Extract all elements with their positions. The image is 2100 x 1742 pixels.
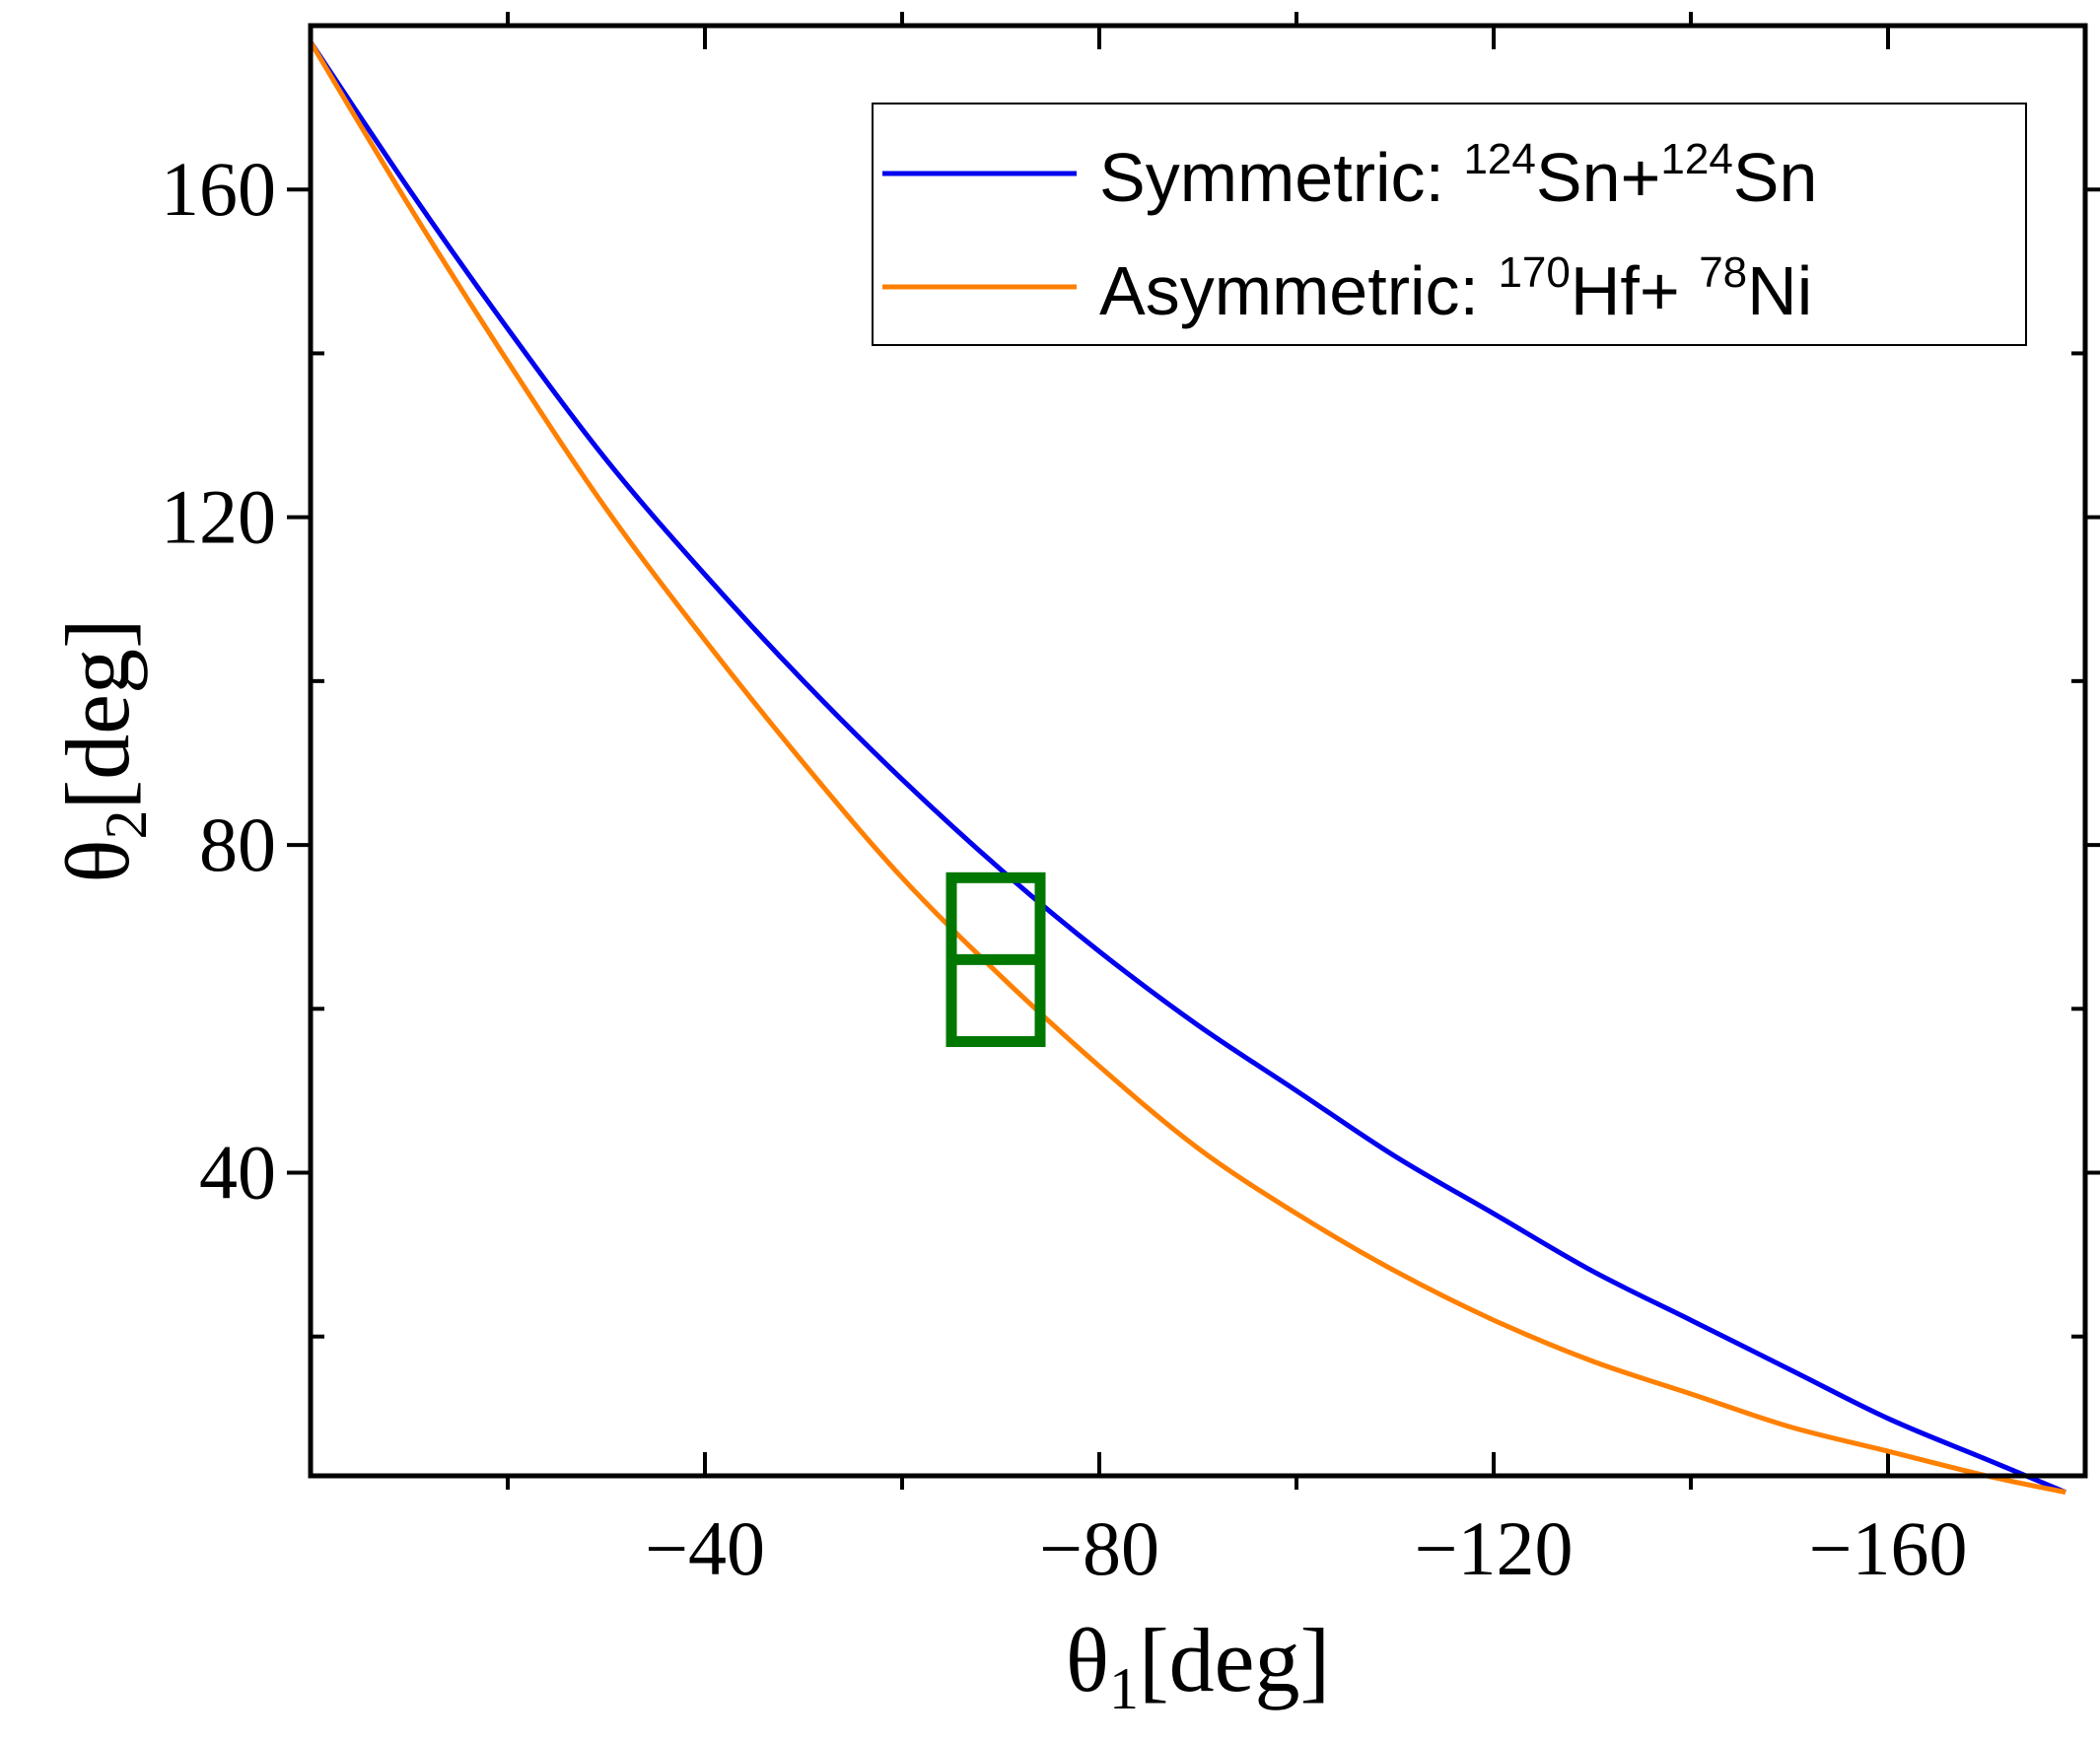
legend-prefix: Symmetric: [1099, 139, 1463, 216]
y-tick-label: 80 [199, 801, 276, 887]
y-tick-label: 120 [161, 474, 276, 560]
x-axis-subscript: 1 [1109, 1656, 1139, 1721]
legend-sup: 124 [1463, 135, 1535, 183]
series-line-symmetric [308, 40, 2066, 1495]
x-axis-symbol: θ [1066, 1610, 1109, 1710]
series-line-asymmetric [308, 40, 2066, 1496]
x-axis-title: θ1[deg] [1066, 1610, 1330, 1721]
annotation-group [945, 871, 1046, 1048]
plot-frame [308, 23, 2088, 1479]
tick-labels: −40 −80 −120 −160 40 80 120 160 [161, 146, 1968, 1591]
legend-text-part: Sn [1733, 139, 1818, 216]
y-axis-unit: [deg] [47, 618, 148, 809]
legend: Symmetric: 124Sn+124Sn Asymmetric: 170Hf… [872, 103, 2027, 346]
legend-box [872, 103, 2027, 346]
x-tick-label: −120 [1415, 1505, 1574, 1591]
y-axis-subscript: 2 [94, 810, 159, 840]
y-axis-symbol: θ [47, 840, 148, 883]
legend-prefix: Asymmetric: [1099, 252, 1498, 329]
x-axis-unit: [deg] [1139, 1610, 1330, 1710]
legend-text-part: Sn+ [1536, 139, 1661, 216]
y-tick-label: 160 [161, 146, 276, 232]
legend-label-symmetric: Symmetric: 124Sn+124Sn [1099, 135, 1817, 216]
legend-text-part: Ni [1747, 252, 1812, 329]
x-tick-label: −160 [1809, 1505, 1968, 1591]
legend-sup: 170 [1498, 248, 1570, 297]
legend-sup: 78 [1699, 248, 1747, 297]
legend-sup: 124 [1660, 135, 1732, 183]
legend-text-part: Hf+ [1571, 252, 1699, 329]
x-tick-label: −40 [645, 1505, 765, 1591]
y-axis-title: θ2[deg] [47, 618, 159, 882]
legend-label-asymmetric: Asymmetric: 170Hf+ 78Ni [1099, 248, 1812, 329]
x-tick-label: −80 [1039, 1505, 1159, 1591]
y-tick-label: 40 [199, 1130, 276, 1216]
series-group [308, 40, 2066, 1496]
